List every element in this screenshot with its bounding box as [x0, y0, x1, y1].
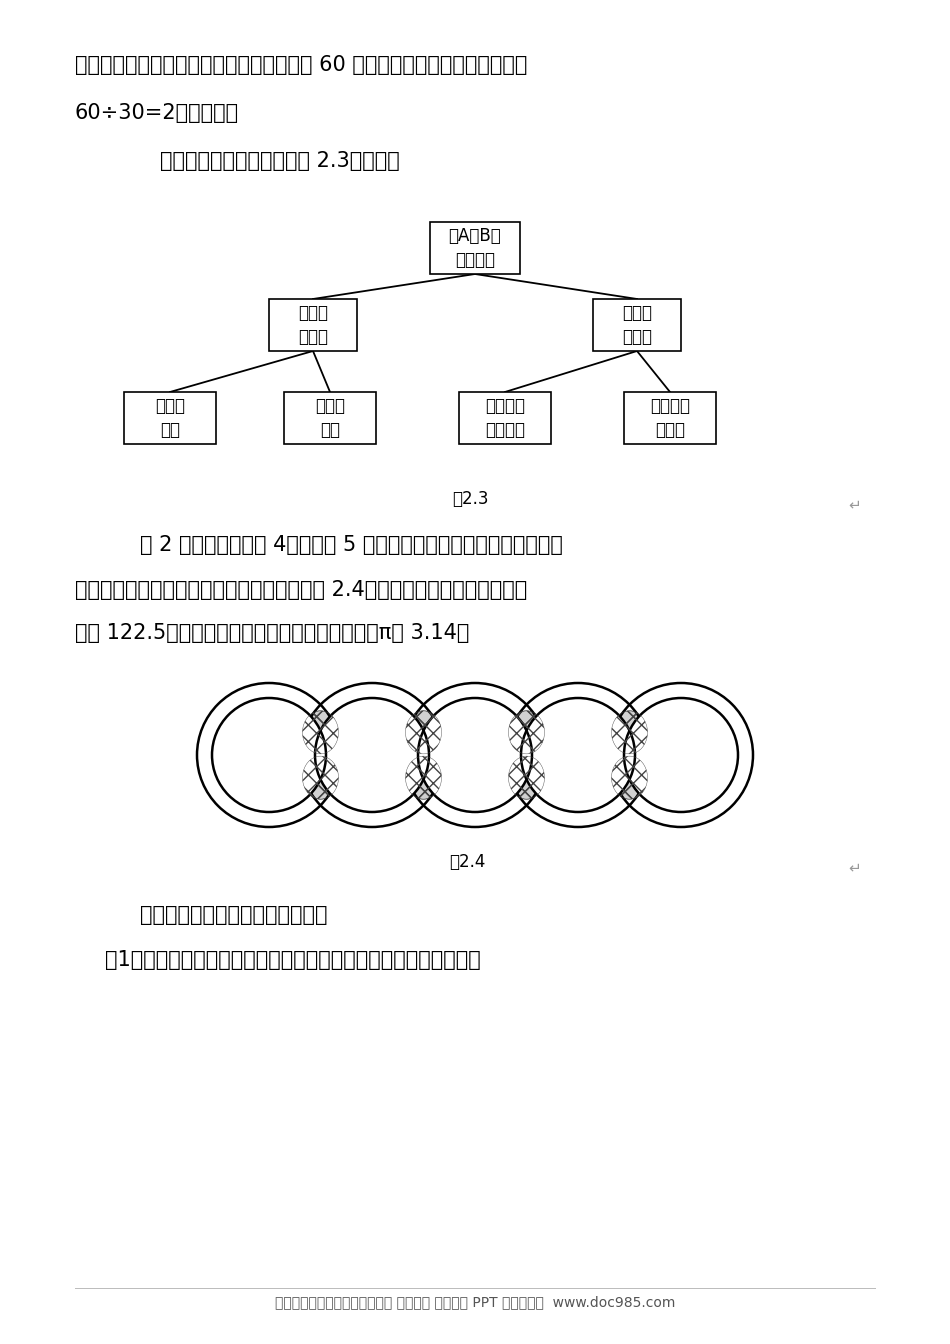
Text: 时间，只是改变了相遇地点：偏离原相遇点 60 米，由此可知两船相遇的时间为: 时间，只是改变了相遇地点：偏离原相遇点 60 米，由此可知两船相遇的时间为	[75, 55, 527, 75]
FancyBboxPatch shape	[624, 392, 716, 444]
FancyBboxPatch shape	[430, 222, 520, 274]
Circle shape	[521, 698, 635, 812]
Text: 分析（仳用逆向分析思路探索）：: 分析（仳用逆向分析思路探索）：	[140, 905, 328, 925]
Text: 60÷30=2（小时）。: 60÷30=2（小时）。	[75, 103, 239, 124]
Ellipse shape	[302, 757, 338, 800]
FancyBboxPatch shape	[269, 298, 357, 351]
FancyBboxPatch shape	[459, 392, 551, 444]
Ellipse shape	[406, 711, 442, 754]
Text: 两船相
遇时间: 两船相 遇时间	[622, 304, 652, 345]
Circle shape	[609, 683, 753, 827]
Text: 此分析思路可以用下图（图 2.3）表示：: 此分析思路可以用下图（图 2.3）表示：	[160, 151, 400, 171]
Ellipse shape	[612, 711, 648, 754]
Circle shape	[418, 698, 532, 812]
Text: 积是 122.5，求每个小曲边四边形的面积（圆周率π取 3.14）: 积是 122.5，求每个小曲边四边形的面积（圆周率π取 3.14）	[75, 624, 469, 642]
Circle shape	[197, 683, 341, 827]
Circle shape	[403, 683, 547, 827]
FancyBboxPatch shape	[284, 392, 376, 444]
FancyBboxPatch shape	[593, 298, 681, 351]
Text: 小学、初中、高中各种试卷真题 知识归纳 文案合同 PPT 等免费下载  www.doc985.com: 小学、初中、高中各种试卷真题 知识归纳 文案合同 PPT 等免费下载 www.d…	[275, 1296, 675, 1309]
Ellipse shape	[508, 711, 544, 754]
Circle shape	[300, 683, 444, 827]
Ellipse shape	[612, 757, 648, 800]
Circle shape	[315, 698, 429, 812]
FancyBboxPatch shape	[124, 392, 216, 444]
Ellipse shape	[406, 757, 442, 800]
Text: 图2.3: 图2.3	[452, 491, 488, 508]
Text: 两次相遇
的距离差: 两次相遇 的距离差	[485, 398, 525, 438]
Text: 下行船的
速度差: 下行船的 速度差	[650, 398, 690, 438]
Text: 例 2 五环图由内径为 4，外径为 5 的五个圆环组成，其中两两相交的小: 例 2 五环图由内径为 4，外径为 5 的五个圆环组成，其中两两相交的小	[140, 535, 562, 555]
Text: 求A、B两
地的距离: 求A、B两 地的距离	[448, 227, 502, 269]
Text: 图2.4: 图2.4	[448, 853, 485, 871]
Circle shape	[212, 698, 326, 812]
Ellipse shape	[302, 711, 338, 754]
Circle shape	[506, 683, 650, 827]
Text: （1）要求每个小曲边四边形的面积，根据题意必须知道什么条件？: （1）要求每个小曲边四边形的面积，根据题意必须知道什么条件？	[105, 950, 481, 970]
Ellipse shape	[508, 757, 544, 800]
Circle shape	[624, 698, 738, 812]
Text: 甲船的
速度: 甲船的 速度	[155, 398, 185, 438]
Text: 曲边四边形（阴影部分）的面积都相等（如图 2.4），已知五个圆环盖住的总面: 曲边四边形（阴影部分）的面积都相等（如图 2.4），已知五个圆环盖住的总面	[75, 581, 527, 599]
Text: 乙船的
速度: 乙船的 速度	[315, 398, 345, 438]
Text: ↵: ↵	[848, 860, 862, 875]
Text: 两船的
速度和: 两船的 速度和	[298, 304, 328, 345]
Text: ↵: ↵	[848, 497, 862, 512]
